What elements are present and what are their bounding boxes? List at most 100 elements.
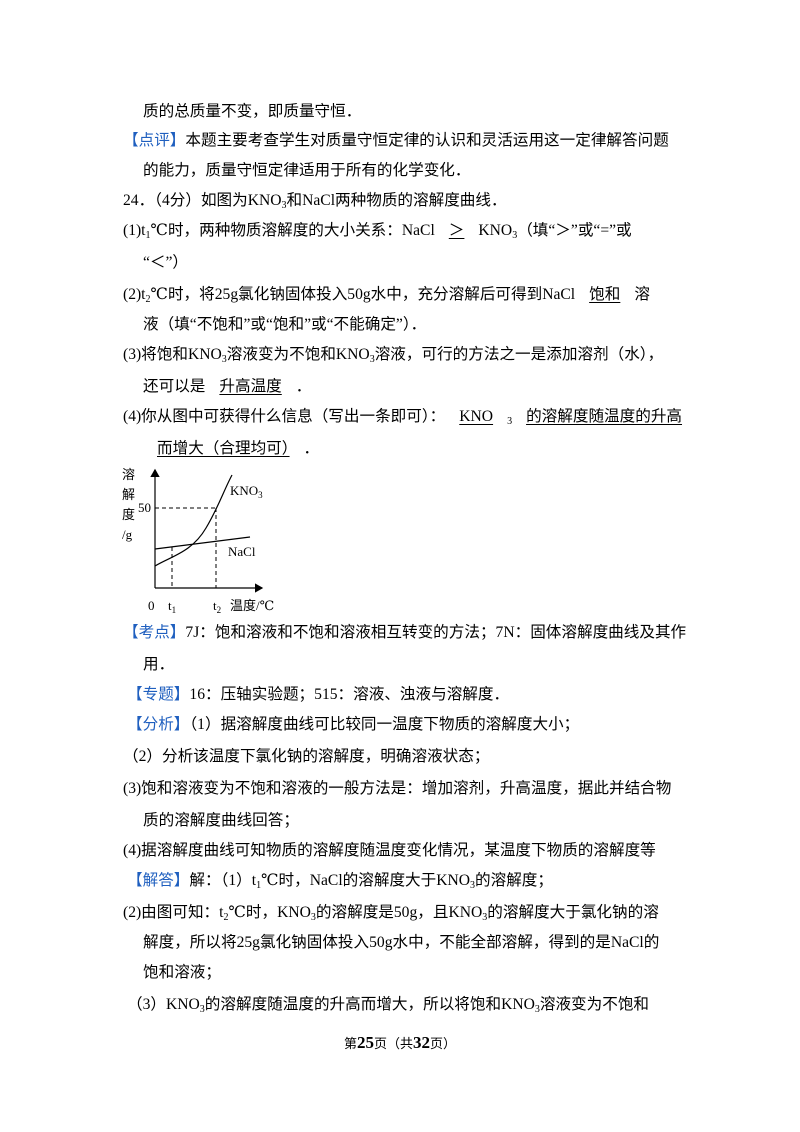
text-run: 本题主要考查学生对质量守恒定律的认识和灵活运用这一定律解答问题 xyxy=(185,132,669,149)
text-run: NaCl xyxy=(228,544,256,559)
text-run: (2)由图可知：t xyxy=(123,904,224,921)
text-run: 溶液变为不饱和 xyxy=(539,996,650,1013)
x-mark: t1 xyxy=(168,598,176,615)
text-run: ℃时，将25g氯化钠固体投入50g水中，充分溶解后可得到NaCl xyxy=(150,286,576,303)
text-line: （2）分析该温度下氯化钠的溶解度，明确溶液状态； xyxy=(123,747,489,767)
text-line: 【分析】（1）据溶解度曲线可比较同一温度下物质的溶解度大小； xyxy=(127,715,579,735)
curve-label: KNO3 xyxy=(230,483,263,500)
text-line: 质的溶解度曲线回答； xyxy=(143,811,299,831)
text-run: (4)据溶解度曲线可知物质的溶解度随温度变化情况，某温度下物质的溶解度等 xyxy=(123,842,656,859)
text-run: 饱和溶液； xyxy=(143,964,221,981)
text-line: （3）KNO3的溶解度随温度的升高而增大，所以将饱和KNO3溶液变为不饱和 xyxy=(127,995,649,1020)
text-run: 页（共 xyxy=(373,1036,413,1051)
text-line: 用． xyxy=(143,655,174,675)
text-bold: 32 xyxy=(413,1033,430,1052)
text-run: 第 xyxy=(343,1036,357,1051)
text-run: 0 xyxy=(148,598,155,613)
text-run: 的溶解度大于氯化钠的溶 xyxy=(487,904,659,921)
text-run: t xyxy=(213,598,217,613)
text-sub: 3 xyxy=(507,416,513,427)
text-sub: 3 xyxy=(199,1004,205,1015)
text-run: ． xyxy=(303,440,320,457)
text-run: ． xyxy=(295,378,312,395)
text-run: 50 xyxy=(138,500,151,515)
text-line: 的能力，质量守恒定律适用于所有的化学变化． xyxy=(143,161,470,181)
text-b: 【考点】 xyxy=(123,624,186,641)
text-line: 饱和溶液； xyxy=(143,963,221,983)
text-run: 的能力，质量守恒定律适用于所有的化学变化． xyxy=(143,162,471,179)
text-line: 【专题】16：压轴实验题；515：溶液、浊液与溶解度． xyxy=(127,685,509,705)
text-line: “＜”） xyxy=(143,253,188,273)
text-run: 24．（4分）如图为KNO xyxy=(123,192,282,209)
text-b: 【解答】 xyxy=(127,872,190,889)
text-run: （3）KNO xyxy=(127,996,200,1013)
text-sub: 2 xyxy=(145,294,151,305)
text-run: (2)t xyxy=(123,286,146,303)
y-label: 解 xyxy=(122,487,135,502)
text-line: (3)将饱和KNO3溶液变为不饱和KNO3溶液，可行的方法之一是添加溶剂（水）， xyxy=(123,345,663,370)
text-run: 的溶解度随温度的升高而增大，所以将饱和KNO xyxy=(204,996,535,1013)
text-sub: 3 xyxy=(470,880,476,891)
kno3-curve xyxy=(154,474,233,567)
text-run: t xyxy=(168,598,172,613)
text-sub: 3 xyxy=(534,1004,540,1015)
text-run: 还可以是 xyxy=(143,378,206,395)
y-label: 溶 xyxy=(122,467,135,482)
solubility-diagram: 溶 解 度 /g 50 0 t1 t2 温度/℃ KNO3 NaCl xyxy=(122,467,274,615)
text-run: “＜”） xyxy=(143,254,189,271)
text-run: 页） xyxy=(430,1036,457,1051)
text-run: 温度/℃ xyxy=(230,598,274,613)
text-run: ℃时，NaCl的溶解度大于KNO xyxy=(261,872,471,889)
text-run: 7J：饱和溶液和不饱和溶液相互转变的方法；7N：固体溶解度曲线及其作 xyxy=(185,624,687,641)
text-run: KNO xyxy=(230,483,258,498)
text-u: ＞ xyxy=(448,222,465,239)
text-sub: 2 xyxy=(217,605,222,615)
text-u: KNO xyxy=(459,408,494,425)
text-run: KNO xyxy=(478,222,513,239)
text-line: (1)t1℃时，两种物质溶解度的大小关系：NaCl ＞ KNO3（填“＞”或“=”或 xyxy=(123,221,632,246)
text-run: 溶 xyxy=(634,286,650,303)
text-run: 质的溶解度曲线回答； xyxy=(143,812,299,829)
text-run: (3)饱和溶液变为不饱和溶液的一般方法是：增加溶剂，升高温度，据此并结合物 xyxy=(123,780,672,797)
y-label: 度 xyxy=(122,507,135,522)
text-b: 【分析】 xyxy=(127,716,190,733)
text-sub: 3 xyxy=(512,230,518,241)
text-run: （2）分析该温度下氯化钠的溶解度，明确溶液状态； xyxy=(123,748,490,765)
text-run: 解 xyxy=(122,487,135,502)
text-run: （填“＞”或“=”或 xyxy=(517,222,632,239)
text-run: 和NaCl两种物质的溶解度曲线． xyxy=(286,192,507,209)
text-sub: 1 xyxy=(172,605,177,615)
text-run: 解：（1）t xyxy=(189,872,257,889)
y-label: /g xyxy=(122,527,133,542)
text-run: ℃时，KNO xyxy=(228,904,311,921)
text-run: ℃时，两种物质溶解度的大小关系：NaCl xyxy=(150,222,435,239)
text-sub: 2 xyxy=(223,912,229,923)
text-line: 而增大（合理均可） ． xyxy=(143,439,319,459)
text-sub: 1 xyxy=(256,880,262,891)
text-sub: 3 xyxy=(221,354,227,365)
text-sub: 3 xyxy=(258,490,263,500)
text-run: （1）据溶解度曲线可比较同一温度下物质的溶解度大小； xyxy=(189,716,580,733)
text-run: 溶 xyxy=(122,467,135,482)
text-u: 饱和 xyxy=(589,286,621,303)
text-line: 质的总质量不变，即质量守恒． xyxy=(143,102,361,122)
text-run: /g xyxy=(122,527,133,542)
text-line: 还可以是 升高温度 ． xyxy=(143,377,311,397)
text-run: 的溶解度是50g，且KNO xyxy=(315,904,483,921)
text-line: 液（填“不饱和”或“饱和”或“不能确定”）． xyxy=(143,315,426,335)
text-run: 的溶解度； xyxy=(475,872,553,889)
text-line: (4)据溶解度曲线可知物质的溶解度随温度变化情况，某温度下物质的溶解度等 xyxy=(123,841,656,861)
origin: 0 xyxy=(148,598,155,613)
text-line: (3)饱和溶液变为不饱和溶液的一般方法是：增加溶剂，升高温度，据此并结合物 xyxy=(123,779,671,799)
text-run: 用． xyxy=(143,656,175,673)
text-u: 而增大（合理均可） xyxy=(157,440,290,457)
nacl-curve xyxy=(154,536,251,550)
text-bold: 25 xyxy=(356,1033,374,1052)
text-sub: 3 xyxy=(369,354,375,365)
y-value: 50 xyxy=(138,500,151,515)
text-run: (4)你从图中可获得什么信息（写出一条即可）： xyxy=(123,408,446,425)
text-run: 质的总质量不变，即质量守恒． xyxy=(143,103,362,120)
page-footer: 第25页（共32页） xyxy=(0,1033,800,1053)
text-sub: 1 xyxy=(145,230,151,241)
